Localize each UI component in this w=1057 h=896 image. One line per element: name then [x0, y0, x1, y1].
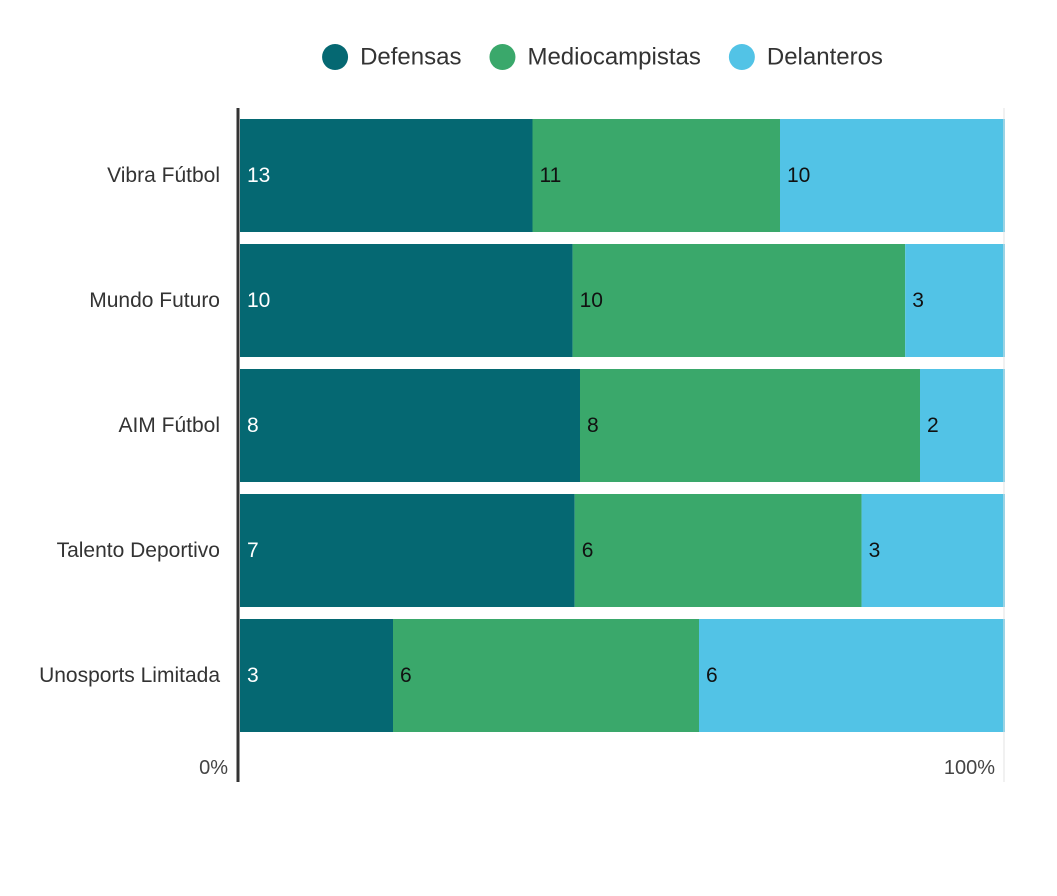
bar-vibra-futbol-delanteros[interactable] — [780, 119, 1005, 232]
data-label-talento-deportivo-defensas: 7 — [247, 539, 259, 562]
data-label-mundo-futuro-defensas: 10 — [247, 289, 270, 312]
data-label-talento-deportivo-mediocampistas: 6 — [582, 539, 594, 562]
data-label-aim-futbol-mediocampistas: 8 — [587, 414, 599, 437]
data-label-talento-deportivo-delanteros: 3 — [869, 539, 881, 562]
data-label-unosports-limitada-mediocampistas: 6 — [400, 664, 412, 687]
data-label-vibra-futbol-mediocampistas: 11 — [540, 164, 562, 187]
x-tick-label-0: 0% — [199, 757, 228, 779]
data-label-vibra-futbol-delanteros: 10 — [787, 164, 810, 187]
bar-talento-deportivo-defensas[interactable] — [240, 494, 575, 607]
legend-label-defensas: Defensas — [360, 44, 461, 71]
legend-swatch-mediocampistas — [489, 44, 516, 70]
data-label-unosports-limitada-defensas: 3 — [247, 664, 259, 687]
category-label-unosports-limitada: Unosports Limitada — [39, 664, 220, 687]
bar-unosports-limitada-delanteros[interactable] — [699, 619, 1005, 732]
category-labels: Vibra Fútbol Mundo Futuro AIM Fútbol Talent… — [39, 164, 220, 687]
category-label-aim-futbol: AIM Fútbol — [118, 414, 220, 437]
bar-talento-deportivo-mediocampistas[interactable] — [574, 494, 862, 607]
category-label-mundo-futuro: Mundo Futuro — [89, 289, 220, 312]
category-label-talento-deportivo: Talento Deportivo — [57, 539, 220, 562]
category-label-vibra-futbol: Vibra Fútbol — [107, 164, 220, 187]
data-label-mundo-futuro-delanteros: 3 — [912, 289, 924, 312]
legend-swatch-delanteros — [728, 44, 755, 70]
bar-vibra-futbol-defensas[interactable] — [240, 119, 533, 232]
legend: Defensas Mediocampistas Delanteros — [322, 44, 883, 71]
legend-swatch-defensas — [322, 44, 349, 70]
x-tick-label-100: 100% — [944, 757, 995, 779]
bar-mundo-futuro-defensas[interactable] — [240, 244, 573, 357]
bar-mundo-futuro-mediocampistas[interactable] — [572, 244, 906, 357]
bar-aim-futbol-defensas[interactable] — [240, 369, 580, 482]
data-label-vibra-futbol-defensas: 13 — [247, 164, 270, 187]
bar-aim-futbol-mediocampistas[interactable] — [580, 369, 920, 482]
legend-label-mediocampistas: Mediocampistas — [527, 44, 700, 71]
bar-unosports-limitada-defensas[interactable] — [240, 619, 393, 732]
bar-aim-futbol-delanteros[interactable] — [920, 369, 1005, 482]
data-label-mundo-futuro-mediocampistas: 10 — [580, 289, 603, 312]
bar-talento-deportivo-delanteros[interactable] — [861, 494, 1005, 607]
legend-label-delanteros: Delanteros — [767, 44, 883, 71]
axes: 0% 100% — [199, 108, 1005, 782]
data-label-aim-futbol-delanteros: 2 — [927, 414, 939, 437]
data-label-unosports-limitada-delanteros: 6 — [706, 664, 718, 687]
bar-vibra-futbol-mediocampistas[interactable] — [532, 119, 781, 232]
plot-area: 13 11 10 10 10 3 8 8 2 7 6 3 3 6 6 — [240, 119, 1005, 732]
data-label-aim-futbol-defensas: 8 — [247, 414, 259, 437]
bar-mundo-futuro-delanteros[interactable] — [905, 244, 1005, 357]
bar-unosports-limitada-mediocampistas[interactable] — [393, 619, 699, 732]
